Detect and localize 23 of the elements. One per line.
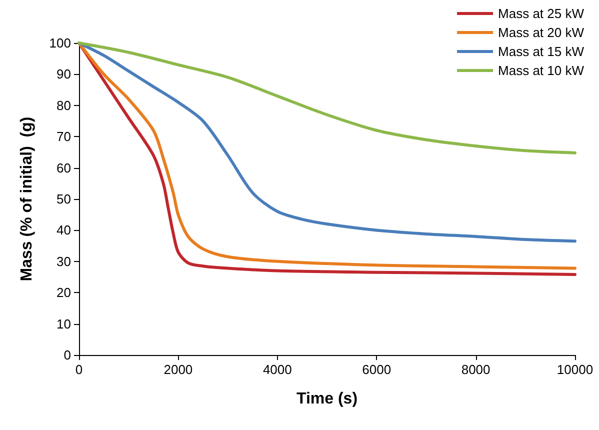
- legend-label: Mass at 20 kW: [498, 25, 585, 40]
- x-tick-label: 8000: [461, 362, 490, 377]
- y-tick-label: 100: [49, 36, 71, 50]
- y-axis-title: Mass (% of initial) (g): [18, 116, 36, 282]
- x-tick-label: 6000: [362, 362, 392, 377]
- y-tick-label: 80: [56, 98, 71, 113]
- legend-label: Mass at 10 kW: [498, 63, 585, 78]
- x-tick-label: 4000: [262, 362, 292, 377]
- legend-label: Mass at 25 kW: [498, 6, 585, 21]
- x-tick-label: 2000: [164, 362, 193, 377]
- x-axis-title: Time (s): [296, 390, 358, 408]
- y-tick-label: 10: [56, 316, 71, 332]
- y-tick-label: 30: [56, 254, 71, 269]
- y-tick-label: 90: [56, 66, 71, 82]
- y-tick-label: 70: [56, 129, 71, 144]
- y-tick-label: 20: [56, 285, 71, 300]
- y-tick-label: 40: [56, 222, 71, 238]
- y-tick-label: 50: [56, 192, 71, 206]
- y-tick-label: 0: [64, 348, 71, 362]
- legend-label: Mass at 15 kW: [498, 44, 585, 59]
- y-tick-label: 60: [56, 160, 71, 176]
- x-tick-label: 10000: [556, 362, 594, 377]
- x-tick-label: 0: [75, 362, 83, 377]
